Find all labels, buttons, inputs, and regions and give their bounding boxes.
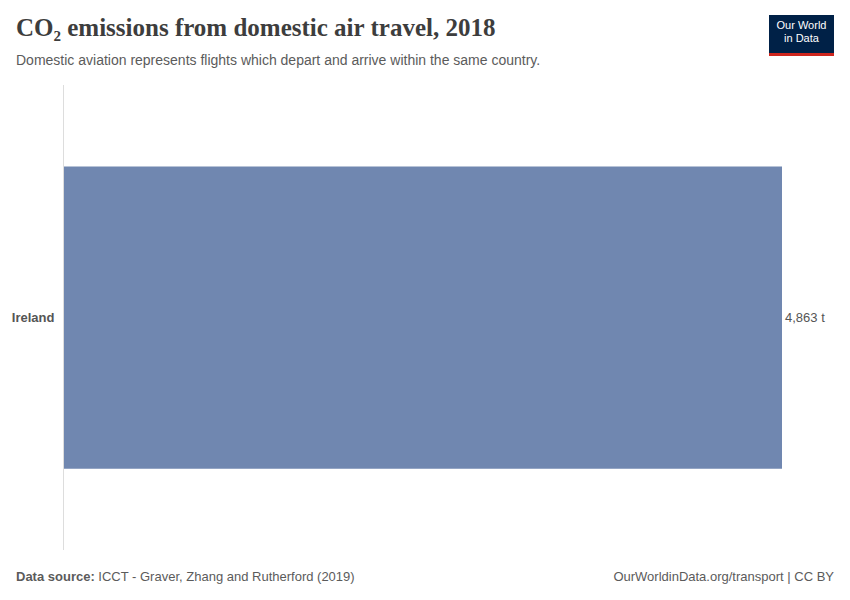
html-text:in Data: in Data [784, 32, 819, 44]
svg-text:Ireland: Ireland [12, 310, 55, 325]
html-text:Data source: ICCT - Graver, Zh: Data source: ICCT - Graver, Zhang and Ru… [16, 569, 355, 584]
html-text:OurWorldinData.org/transport |: OurWorldinData.org/transport | CC BY [613, 569, 834, 584]
html-text:Our World: Our World [776, 19, 827, 31]
html-text:CO₂ emissions from domestic ai: CO₂ emissions from domestic air travel, … [16, 14, 496, 41]
svg-text:4,863 t: 4,863 t [785, 310, 825, 325]
html-text:Domestic aviation represents f: Domestic aviation represents flights whi… [16, 52, 541, 68]
